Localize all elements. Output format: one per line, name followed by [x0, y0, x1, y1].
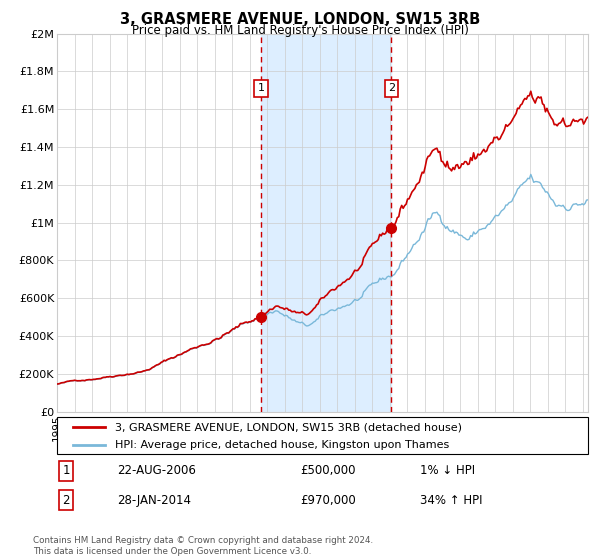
- Text: £970,000: £970,000: [300, 493, 356, 507]
- Text: £500,000: £500,000: [300, 464, 355, 478]
- Text: Price paid vs. HM Land Registry's House Price Index (HPI): Price paid vs. HM Land Registry's House …: [131, 24, 469, 36]
- Text: 1: 1: [257, 83, 265, 94]
- Text: Contains HM Land Registry data © Crown copyright and database right 2024.
This d: Contains HM Land Registry data © Crown c…: [33, 536, 373, 556]
- Text: 22-AUG-2006: 22-AUG-2006: [117, 464, 196, 478]
- Text: 2: 2: [388, 83, 395, 94]
- Bar: [261, 34, 391, 412]
- Text: 34% ↑ HPI: 34% ↑ HPI: [420, 493, 482, 507]
- Text: 1: 1: [62, 464, 70, 478]
- Text: 28-JAN-2014: 28-JAN-2014: [117, 493, 191, 507]
- Text: 3, GRASMERE AVENUE, LONDON, SW15 3RB (detached house): 3, GRASMERE AVENUE, LONDON, SW15 3RB (de…: [115, 422, 463, 432]
- FancyBboxPatch shape: [57, 417, 588, 454]
- Text: 2: 2: [62, 493, 70, 507]
- Text: 3, GRASMERE AVENUE, LONDON, SW15 3RB: 3, GRASMERE AVENUE, LONDON, SW15 3RB: [120, 12, 480, 27]
- Text: HPI: Average price, detached house, Kingston upon Thames: HPI: Average price, detached house, King…: [115, 440, 449, 450]
- Text: 1% ↓ HPI: 1% ↓ HPI: [420, 464, 475, 478]
